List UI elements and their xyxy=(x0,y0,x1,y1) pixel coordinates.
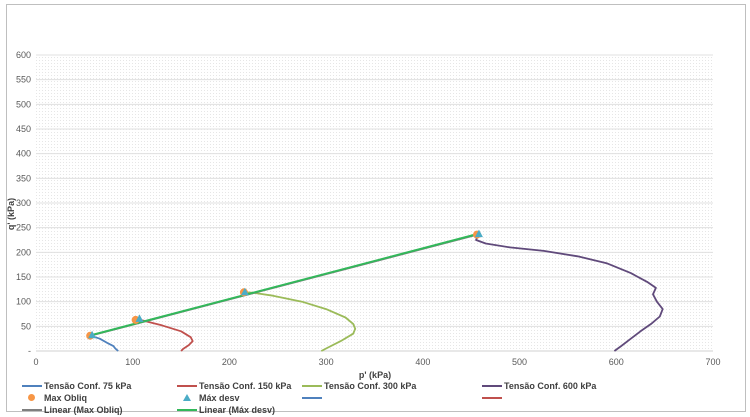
series-line-linear-max-desv xyxy=(90,233,478,337)
series-lines xyxy=(89,233,664,352)
y-tick-label: 350 xyxy=(16,173,31,183)
y-tick-label: 600 xyxy=(16,50,31,60)
x-tick-label: 500 xyxy=(512,357,527,367)
x-tick-label: 300 xyxy=(319,357,334,367)
y-tick-label: 50 xyxy=(21,321,31,331)
y-tick-label: 250 xyxy=(16,223,31,233)
y-tick-label: 550 xyxy=(16,75,31,85)
marker-max-desv xyxy=(135,314,144,322)
x-tick-label: 700 xyxy=(705,357,720,367)
x-tick-label: 400 xyxy=(415,357,430,367)
marker-max-desv xyxy=(240,287,249,296)
marker-max-desv xyxy=(474,229,483,238)
y-tick-label: 400 xyxy=(16,149,31,159)
y-axis-ticks: - 50 100 150 200 250 300 350 400 450 500 550 600 xyxy=(16,50,31,356)
x-axis-ticks: 0 100 200 300 400 500 600 700 xyxy=(33,357,720,367)
y-tick-label: 200 xyxy=(16,247,31,257)
y-tick-label: 500 xyxy=(16,99,31,109)
x-tick-label: 100 xyxy=(125,357,140,367)
x-tick-label: 600 xyxy=(609,357,624,367)
y-tick-label: - xyxy=(28,346,31,356)
y-tick-label: 450 xyxy=(16,124,31,134)
marker-max-desv xyxy=(88,330,97,339)
series-line-tensao-conf-300-kpa xyxy=(244,291,357,352)
x-axis-title: p' (kPa) xyxy=(359,370,391,380)
y-tick-label: 300 xyxy=(16,198,31,208)
y-tick-label: 150 xyxy=(16,272,31,282)
y-axis-title: q' (kPa) xyxy=(6,198,16,230)
series-line-tensao-conf-600-kpa xyxy=(475,234,664,352)
series-markers xyxy=(86,229,483,340)
gridlines xyxy=(36,54,713,352)
x-tick-label: 200 xyxy=(222,357,237,367)
y-tick-label: 100 xyxy=(16,297,31,307)
x-tick-label: 0 xyxy=(33,357,38,367)
